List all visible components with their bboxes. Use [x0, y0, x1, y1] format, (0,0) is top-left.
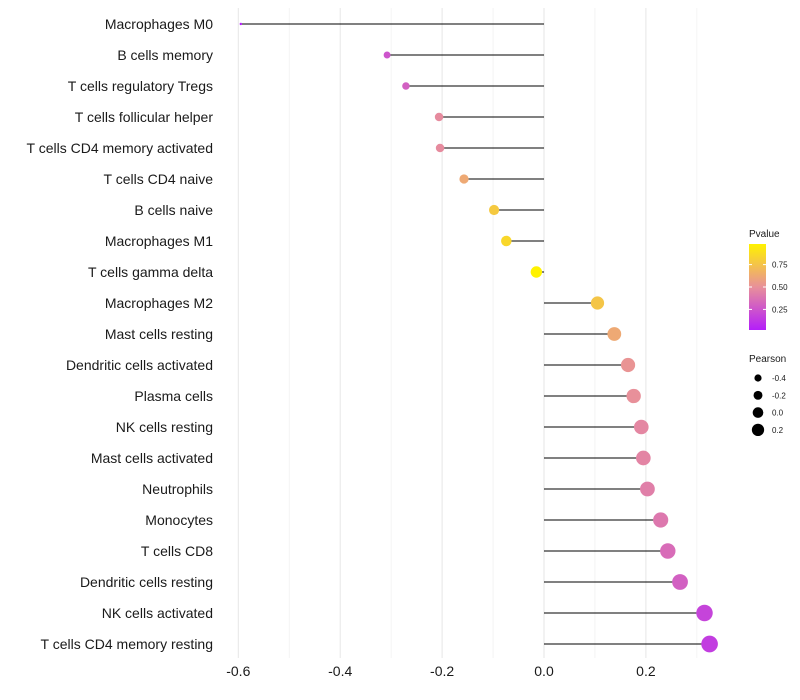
category-label: T cells regulatory Tregs	[68, 78, 213, 94]
category-label: Macrophages M2	[105, 295, 213, 311]
category-label: Neutrophils	[142, 481, 213, 497]
x-tick-label: -0.4	[328, 663, 352, 679]
category-label: NK cells activated	[102, 605, 213, 621]
x-tick-label: -0.6	[226, 663, 250, 679]
category-label: NK cells resting	[116, 419, 213, 435]
category-label: T cells CD8	[141, 543, 213, 559]
lollipop-point	[653, 512, 669, 528]
pvalue-legend-title: Pvalue	[749, 229, 780, 240]
pearson-legend-key	[752, 407, 764, 418]
lollipop-point	[501, 235, 512, 247]
pearson-legend-key	[753, 390, 763, 400]
lollipop-point	[620, 357, 636, 373]
pearson-legend-key	[754, 374, 762, 382]
category-label: T cells CD4 naive	[104, 171, 214, 187]
lollipop-point	[701, 635, 718, 653]
pearson-legend-label: -0.2	[772, 391, 786, 400]
lollipop-point	[383, 51, 391, 59]
lollipop-points	[239, 22, 718, 653]
category-label: Monocytes	[145, 512, 213, 528]
pearson-legend-label: -0.4	[772, 374, 786, 383]
x-axis-tick-labels: -0.6 -0.4 -0.2 0.0 0.2	[226, 663, 656, 679]
category-label: B cells naive	[134, 202, 213, 218]
lollipop-point	[672, 574, 688, 590]
gridlines	[237, 8, 698, 658]
category-axis-labels: Macrophages M0 B cells memory T cells regu…	[27, 16, 214, 652]
lollipop-point	[590, 296, 605, 310]
category-label: Plasma cells	[134, 388, 213, 404]
lollipop-point	[239, 22, 243, 26]
lollipop-point	[530, 266, 543, 278]
x-tick-label: 0.0	[534, 663, 554, 679]
pvalue-tick-label: 0.75	[772, 261, 788, 270]
pearson-legend-title: Pearson	[749, 354, 786, 365]
lollipop-point	[696, 604, 713, 622]
pearson-legend-label: 0.2	[772, 426, 784, 435]
lollipop-point	[489, 204, 500, 216]
category-label: B cells memory	[117, 47, 213, 63]
category-label: Macrophages M1	[105, 233, 213, 249]
category-label: T cells gamma delta	[88, 264, 213, 280]
lollipop-point	[434, 112, 444, 122]
lollipop-point	[607, 327, 622, 341]
x-tick-label: -0.2	[430, 663, 454, 679]
pvalue-legend-ticks: 0.25 0.50 0.75	[749, 261, 788, 314]
category-label: Mast cells activated	[91, 450, 213, 466]
lollipop-point	[660, 543, 676, 559]
legends: Pvalue 0.25 0.50 0.75 Pearson -0.4 -0.2 0.0 0…	[749, 229, 788, 437]
pvalue-tick-label: 0.25	[772, 305, 788, 314]
category-label: Mast cells resting	[105, 326, 213, 342]
category-label: T cells CD4 memory activated	[27, 140, 213, 156]
category-label: T cells CD4 memory resting	[41, 636, 213, 652]
pearson-legend-label: 0.0	[772, 409, 784, 418]
pvalue-tick-label: 0.50	[772, 283, 788, 292]
lollipop-point	[636, 450, 651, 466]
lollipop-point	[459, 174, 469, 184]
category-label: Dendritic cells resting	[80, 574, 213, 590]
pearson-legend-entries: -0.4 -0.2 0.0 0.2	[751, 374, 786, 437]
x-tick-label: 0.2	[636, 663, 656, 679]
pearson-legend-key	[751, 423, 765, 437]
lollipop-point	[402, 82, 410, 90]
category-label: Macrophages M0	[105, 16, 213, 32]
lollipop-point	[435, 143, 445, 153]
lollipop-point	[640, 481, 655, 497]
category-label: Dendritic cells activated	[66, 357, 213, 373]
category-label: T cells follicular helper	[75, 109, 214, 125]
lollipop-point	[634, 419, 649, 435]
pvalue-colorbar	[749, 244, 766, 330]
lollipop-point	[626, 388, 641, 404]
lollipop-segments	[240, 23, 710, 645]
